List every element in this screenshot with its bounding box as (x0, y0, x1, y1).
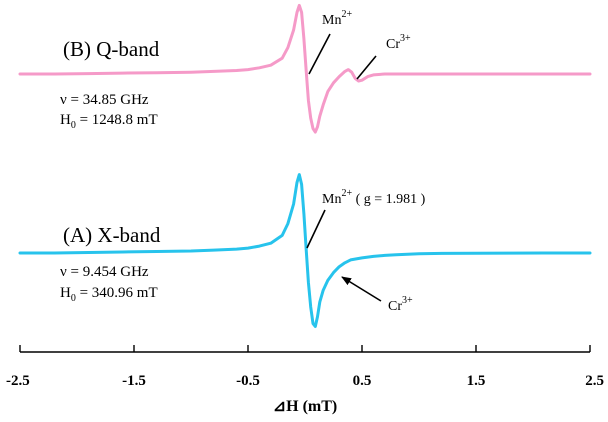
x-tick-label: 1.5 (467, 373, 486, 389)
q-band-mn-pointer (308, 33, 331, 75)
x-axis-title: ⊿H (mT) (273, 398, 338, 415)
x-tick-label: -1.5 (122, 373, 146, 389)
q-band-mn-label: Mn2+ (322, 9, 352, 28)
q-band-title: (B) Q-band (63, 37, 160, 61)
x-tick-label: -2.5 (6, 373, 30, 389)
x-tick-label: -0.5 (236, 373, 260, 389)
x-band-spectrum-line (18, 173, 592, 328)
x-band-mn-pointer (306, 209, 326, 249)
x-band-cr-arrow (341, 276, 382, 302)
q-band-cr-label: Cr3+ (386, 33, 411, 52)
x-band-field: H0 = 340.96 mT (60, 285, 158, 304)
q-band-spectrum-line (18, 3, 592, 134)
x-tick-label: 2.5 (585, 373, 604, 389)
x-band-title: (A) X-band (63, 223, 161, 247)
x-band-mn-label: Mn2+ ( g = 1.981 ) (322, 188, 426, 207)
q-band-cr-pointer (356, 55, 377, 80)
x-axis-ticks: -2.5 -1.5 -0.5 0.5 1.5 2.5 (6, 345, 604, 389)
x-tick-label: 0.5 (353, 373, 372, 389)
q-band-field: H0 = 1248.8 mT (60, 112, 158, 131)
q-band-frequency: ν = 34.85 GHz (60, 92, 149, 108)
x-band-frequency: ν = 9.454 GHz (60, 264, 149, 280)
x-band-cr-label: Cr3+ (388, 295, 413, 314)
